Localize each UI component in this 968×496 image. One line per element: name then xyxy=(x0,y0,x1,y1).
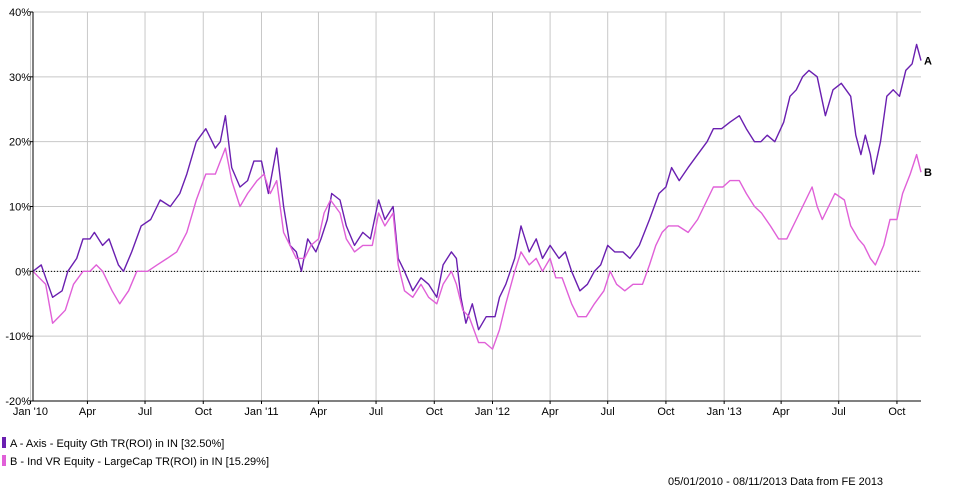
x-tick-label: Jan '13 xyxy=(707,406,742,418)
y-tick-label: 30% xyxy=(9,72,31,84)
legend-swatch-b xyxy=(2,455,6,466)
x-tick-label: Oct xyxy=(888,406,905,418)
legend-entry-b: B - Ind VR Equity - LargeCap TR(ROI) in … xyxy=(2,455,269,468)
x-tick-label: Apr xyxy=(310,406,327,418)
x-tick-label: Jan '10 xyxy=(13,406,48,418)
y-tick-label: 10% xyxy=(9,202,31,214)
series-end-label-b: B xyxy=(924,167,932,179)
x-tick-label: Jul xyxy=(832,406,846,418)
line-chart: -20%-10%0%10%20%30%40% Jan '10 Apr Jul Oct J… xyxy=(5,7,932,418)
legend-swatch-a xyxy=(2,437,6,448)
gridlines xyxy=(29,11,921,402)
x-tick-label: Jul xyxy=(601,406,615,418)
x-tick-label: Apr xyxy=(542,406,559,418)
x-tick-label: Oct xyxy=(657,406,674,418)
legend-label-b: B - Ind VR Equity - LargeCap TR(ROI) in … xyxy=(10,456,270,468)
y-tick-label: -20% xyxy=(5,396,31,408)
x-tick-label: Apr xyxy=(79,406,96,418)
x-tick-label: Jul xyxy=(369,406,383,418)
series-end-label-a: A xyxy=(924,56,932,68)
x-axis-ticks: Jan '10 Apr Jul Oct Jan '11 Apr Jul Oct Jan '12 A… xyxy=(13,401,906,418)
series-end-labels: AB xyxy=(924,56,932,180)
x-tick-label: Jul xyxy=(138,406,152,418)
data-source-footer: 05/01/2010 - 08/11/2013 Data from FE 201… xyxy=(668,476,884,488)
series-line-b xyxy=(32,147,922,350)
y-tick-label: 40% xyxy=(9,7,31,19)
x-tick-label: Apr xyxy=(773,406,790,418)
y-axis-ticks: -20% -10% 0% 10% 20% 30% 40% xyxy=(5,7,33,408)
y-tick-label: 0% xyxy=(15,266,31,278)
x-tick-label: Oct xyxy=(426,406,443,418)
y-tick-label: -10% xyxy=(5,331,31,343)
legend-entry-a: A - Axis - Equity Gth TR(ROI) in IN [32.… xyxy=(2,437,224,450)
series-line-a xyxy=(32,43,922,331)
y-tick-label: 20% xyxy=(9,137,31,149)
legend-label-a: A - Axis - Equity Gth TR(ROI) in IN [32.… xyxy=(10,438,225,450)
series-lines xyxy=(32,43,922,350)
x-tick-label: Jan '11 xyxy=(244,406,278,418)
x-tick-label: Oct xyxy=(195,406,212,418)
x-tick-label: Jan '12 xyxy=(475,406,510,418)
